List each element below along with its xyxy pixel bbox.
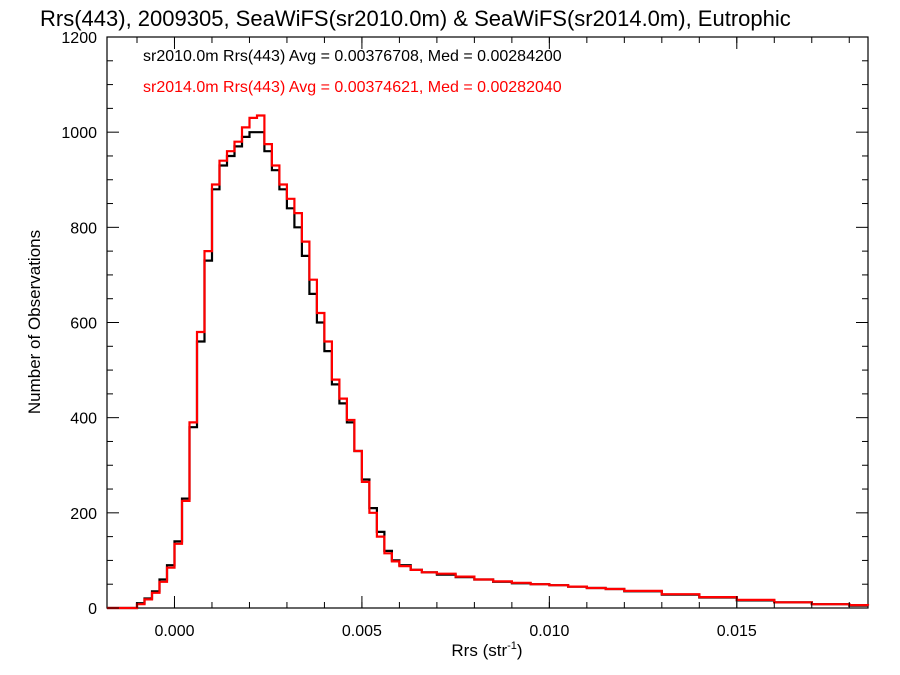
x-tick-label: 0.000: [154, 623, 194, 640]
y-tick-label: 600: [70, 316, 97, 333]
y-tick-label: 800: [70, 220, 97, 237]
x-axis-label: Rrs (str-1): [451, 640, 522, 660]
series-line-sr2010-0m: [107, 131, 868, 610]
chart-title: Rrs(443), 2009305, SeaWiFS(sr2010.0m) & …: [40, 6, 791, 31]
y-tick-label: 200: [70, 506, 97, 523]
tick-layer: 0.000 0.005 0.010 0.015 0 200 400 600 800 1000 120…: [61, 30, 868, 640]
x-tick-label: 0.010: [529, 623, 569, 640]
y-tick-label: 0: [88, 601, 97, 618]
series-layer: [107, 114, 870, 610]
plot-frame: [106, 36, 869, 609]
x-axis-label-sup: -1: [507, 640, 517, 652]
y-tick-label: 1200: [61, 30, 97, 47]
y-tick-label: 400: [70, 411, 97, 428]
series-line-sr2014-0m: [107, 114, 870, 610]
legend-entry-sr2014: sr2014.0m Rrs(443) Avg = 0.00374621, Med…: [143, 79, 562, 96]
y-axis-label: Number of Observations: [25, 230, 44, 414]
y-tick-label: 1000: [61, 125, 97, 142]
x-tick-label: 0.005: [342, 623, 382, 640]
x-tick-label: 0.015: [717, 623, 757, 640]
legend-entry-sr2010: sr2010.0m Rrs(443) Avg = 0.00376708, Med…: [143, 48, 562, 65]
